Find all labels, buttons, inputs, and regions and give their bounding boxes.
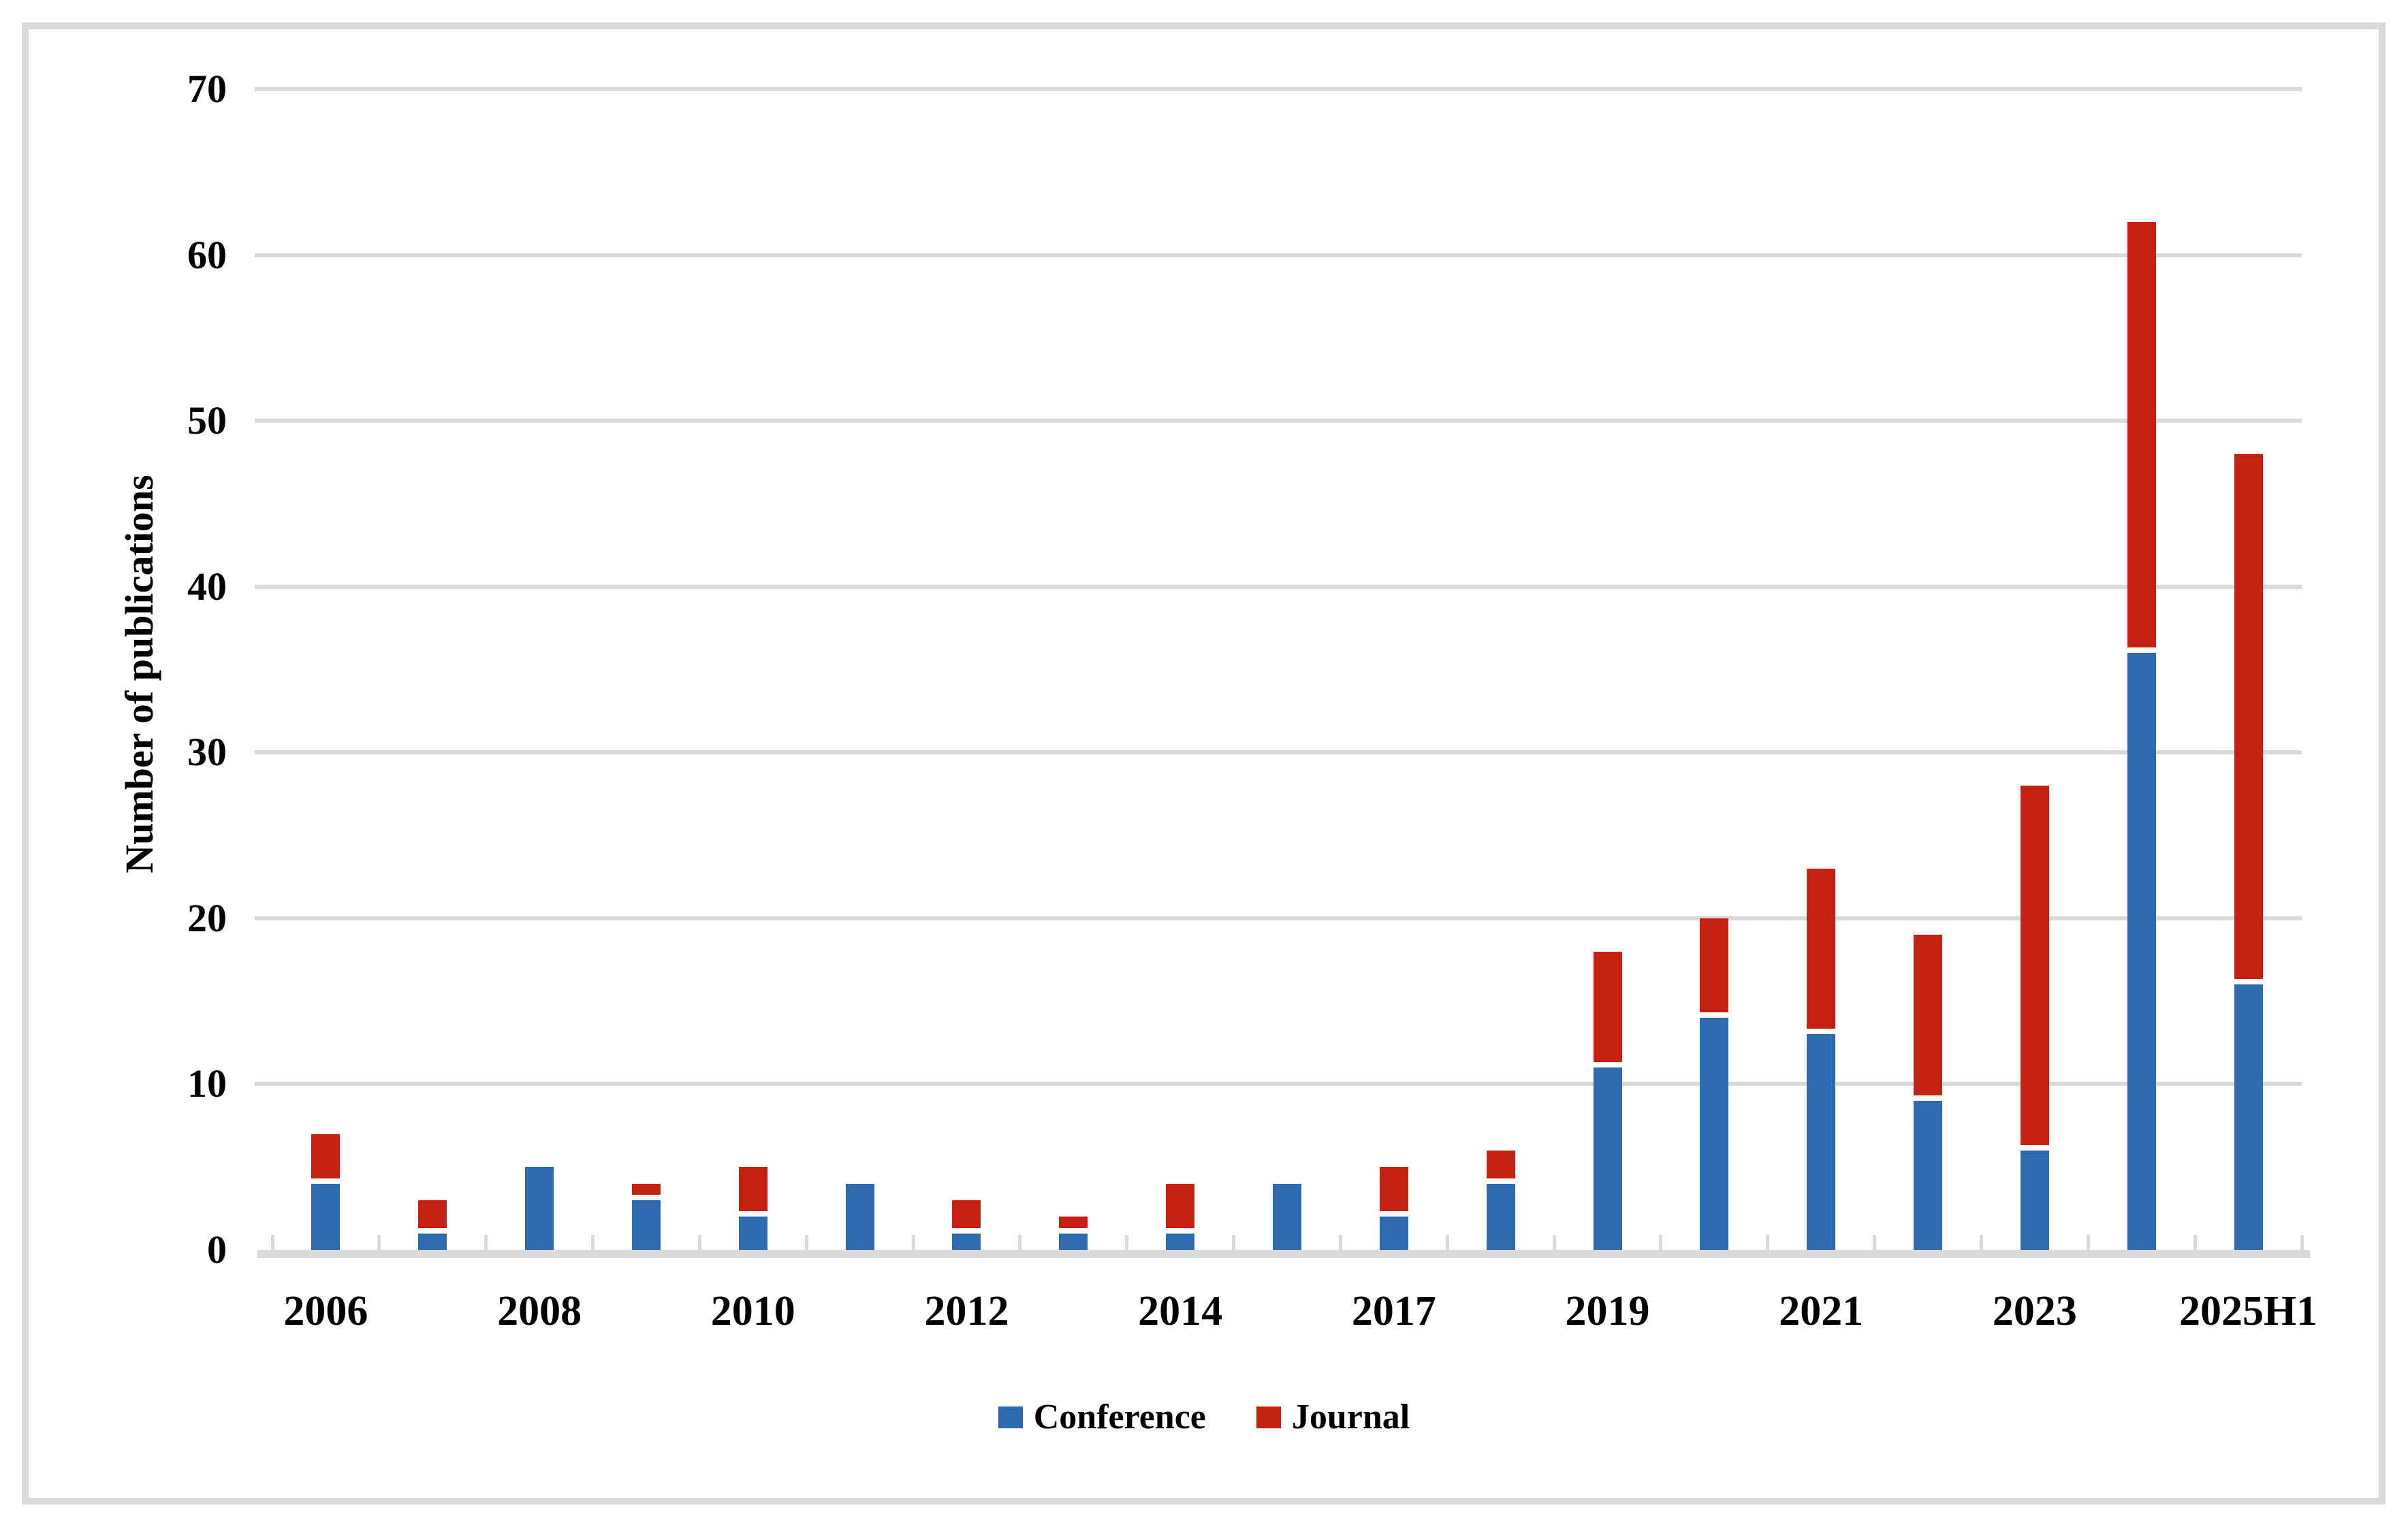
bar-journal-segment xyxy=(631,1183,661,1195)
x-tick-label: 2012 xyxy=(924,1288,1009,1334)
gridline-y-60 xyxy=(272,253,2302,257)
y-tick-mark xyxy=(255,584,272,589)
y-tick-label: 30 xyxy=(187,730,227,775)
x-axis-line xyxy=(257,1250,2310,1258)
bar-conference-segment xyxy=(1379,1217,1408,1250)
x-tick-mark xyxy=(2300,1235,2304,1250)
bar-journal-segment xyxy=(1166,1183,1195,1228)
x-tick-mark xyxy=(1766,1235,1770,1250)
gridline-y-70 xyxy=(272,87,2302,91)
x-tick-mark xyxy=(911,1235,915,1250)
bar-journal-segment xyxy=(1379,1167,1408,1212)
legend: Conference Journal xyxy=(0,1397,2408,1438)
bar-conference-segment xyxy=(2234,984,2263,1250)
legend-item-journal: Journal xyxy=(1256,1397,1410,1438)
bar-conference-segment xyxy=(1700,1018,1729,1250)
bar-journal-segment xyxy=(738,1167,767,1212)
x-tick-mark xyxy=(1125,1235,1129,1250)
y-tick-mark xyxy=(255,916,272,920)
journal-series-marker-icon xyxy=(1256,1407,1281,1428)
x-tick-label: 2008 xyxy=(497,1288,582,1334)
x-tick-mark xyxy=(1338,1235,1342,1250)
x-tick-mark xyxy=(377,1235,381,1250)
x-tick-mark xyxy=(484,1235,488,1250)
bar-conference-segment xyxy=(2127,653,2156,1250)
legend-label-journal: Journal xyxy=(1291,1398,1410,1436)
figure-border-frame xyxy=(22,22,2386,1505)
x-tick-mark xyxy=(804,1235,808,1250)
bar-journal-segment xyxy=(2020,786,2049,1145)
y-tick-label: 50 xyxy=(187,398,227,443)
legend-item-conference: Conference xyxy=(998,1397,1206,1438)
y-tick-mark xyxy=(255,253,272,257)
bar-conference-segment xyxy=(418,1233,447,1250)
gridline-y-50 xyxy=(272,419,2302,423)
bar-journal-segment xyxy=(1059,1217,1088,1228)
y-tick-mark xyxy=(255,87,272,91)
y-tick-mark xyxy=(255,1082,272,1087)
bar-conference-segment xyxy=(1486,1183,1515,1250)
bar-conference-segment xyxy=(631,1200,661,1250)
bar-conference-segment xyxy=(311,1183,340,1250)
bar-journal-segment xyxy=(2127,221,2156,648)
x-tick-label: 2025H1 xyxy=(2179,1288,2318,1334)
x-tick-mark xyxy=(2086,1235,2090,1250)
x-tick-label: 2023 xyxy=(1992,1288,2077,1334)
bar-journal-segment xyxy=(2234,453,2263,980)
bar-journal-segment xyxy=(418,1200,447,1228)
x-tick-mark xyxy=(697,1235,701,1250)
x-tick-mark xyxy=(270,1235,274,1250)
x-tick-label: 2021 xyxy=(1779,1288,1864,1334)
y-tick-label: 20 xyxy=(187,895,227,940)
x-tick-label: 2017 xyxy=(1351,1288,1436,1334)
bar-conference-segment xyxy=(952,1233,981,1250)
bar-conference-segment xyxy=(1166,1233,1195,1250)
bar-conference-segment xyxy=(738,1217,767,1250)
y-axis-title: Number of publications xyxy=(117,475,161,873)
bar-conference-segment xyxy=(2020,1150,2049,1250)
gridline-y-10 xyxy=(272,1082,2302,1087)
legend-label-conference: Conference xyxy=(1033,1398,1206,1436)
bar-conference-segment xyxy=(845,1183,874,1250)
y-tick-label: 70 xyxy=(187,67,227,111)
bar-conference-segment xyxy=(1914,1100,1943,1250)
bar-conference-segment xyxy=(525,1167,554,1250)
x-tick-mark xyxy=(591,1235,595,1250)
y-tick-label: 10 xyxy=(187,1061,227,1106)
bar-journal-segment xyxy=(1486,1150,1515,1178)
x-tick-label: 2019 xyxy=(1565,1288,1650,1334)
bar-conference-segment xyxy=(1807,1034,1836,1250)
gridline-y-30 xyxy=(272,750,2302,755)
conference-series-marker-icon xyxy=(998,1407,1023,1428)
gridline-y-20 xyxy=(272,916,2302,920)
x-tick-mark xyxy=(1552,1235,1556,1250)
bar-journal-segment xyxy=(1700,918,1729,1012)
gridline-y-40 xyxy=(272,584,2302,589)
bar-conference-segment xyxy=(1059,1233,1088,1250)
x-tick-label: 2006 xyxy=(283,1288,368,1334)
x-tick-mark xyxy=(2193,1235,2197,1250)
x-tick-label: 2014 xyxy=(1138,1288,1223,1334)
y-tick-mark xyxy=(255,419,272,423)
bar-journal-segment xyxy=(1914,935,1943,1095)
bar-journal-segment xyxy=(1593,951,1622,1063)
y-tick-mark xyxy=(255,750,272,755)
x-tick-label: 2010 xyxy=(710,1288,795,1334)
bar-conference-segment xyxy=(1593,1067,1622,1250)
bar-journal-segment xyxy=(1807,868,1836,1029)
x-tick-mark xyxy=(1445,1235,1449,1250)
bar-journal-segment xyxy=(952,1200,981,1228)
bar-conference-segment xyxy=(1273,1183,1301,1250)
y-tick-label: 0 xyxy=(207,1227,227,1272)
x-tick-mark xyxy=(1659,1235,1663,1250)
x-tick-mark xyxy=(1018,1235,1022,1250)
y-tick-label: 40 xyxy=(187,564,227,609)
x-tick-mark xyxy=(1232,1235,1236,1250)
x-tick-mark xyxy=(1873,1235,1877,1250)
bar-journal-segment xyxy=(311,1134,340,1178)
x-tick-mark xyxy=(1979,1235,1983,1250)
y-tick-label: 60 xyxy=(187,232,227,277)
